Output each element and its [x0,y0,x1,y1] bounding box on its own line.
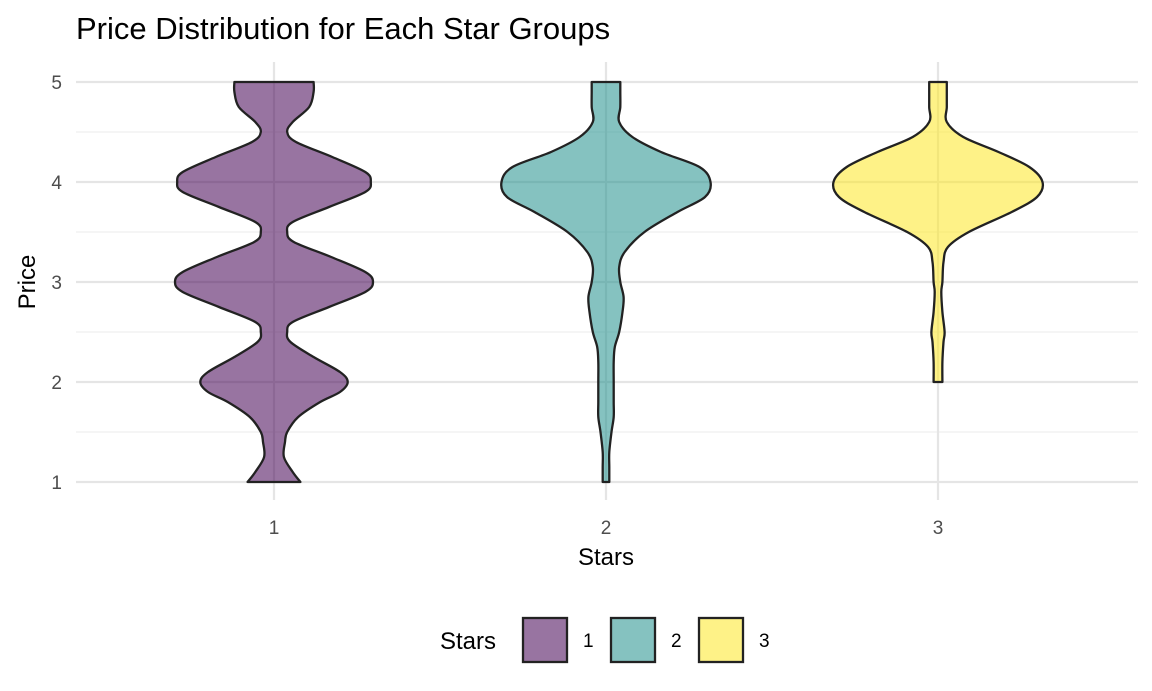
y-tick-label: 1 [51,473,62,494]
violin-stars-2 [500,80,712,484]
y-tick-label: 5 [51,73,62,94]
y-tick-label: 2 [51,373,62,394]
legend-key-2 [609,616,657,664]
y-tick-label: 3 [51,273,62,294]
x-tick-label: 2 [601,518,612,539]
x-tick-label: 3 [933,518,944,539]
legend-label-1: 1 [583,631,594,652]
violins [173,80,1045,484]
y-tick-labels: 1 2 3 4 5 [51,73,62,494]
y-axis-title: Price [14,255,41,310]
chart-title: Price Distribution for Each Star Groups [76,11,610,46]
legend: Stars 1 2 3 [440,616,770,664]
legend-label-2: 2 [671,631,682,652]
x-axis-title: Stars [578,544,634,571]
violin-stars-1 [173,80,375,484]
x-tick-labels: 1 2 3 [269,518,944,539]
legend-key-3 [697,616,745,664]
x-tick-label: 1 [269,518,280,539]
legend-title: Stars [440,628,496,655]
violin-stars-3 [831,80,1045,384]
legend-key-1 [521,616,569,664]
legend-label-3: 3 [759,631,770,652]
y-tick-label: 4 [51,173,62,194]
